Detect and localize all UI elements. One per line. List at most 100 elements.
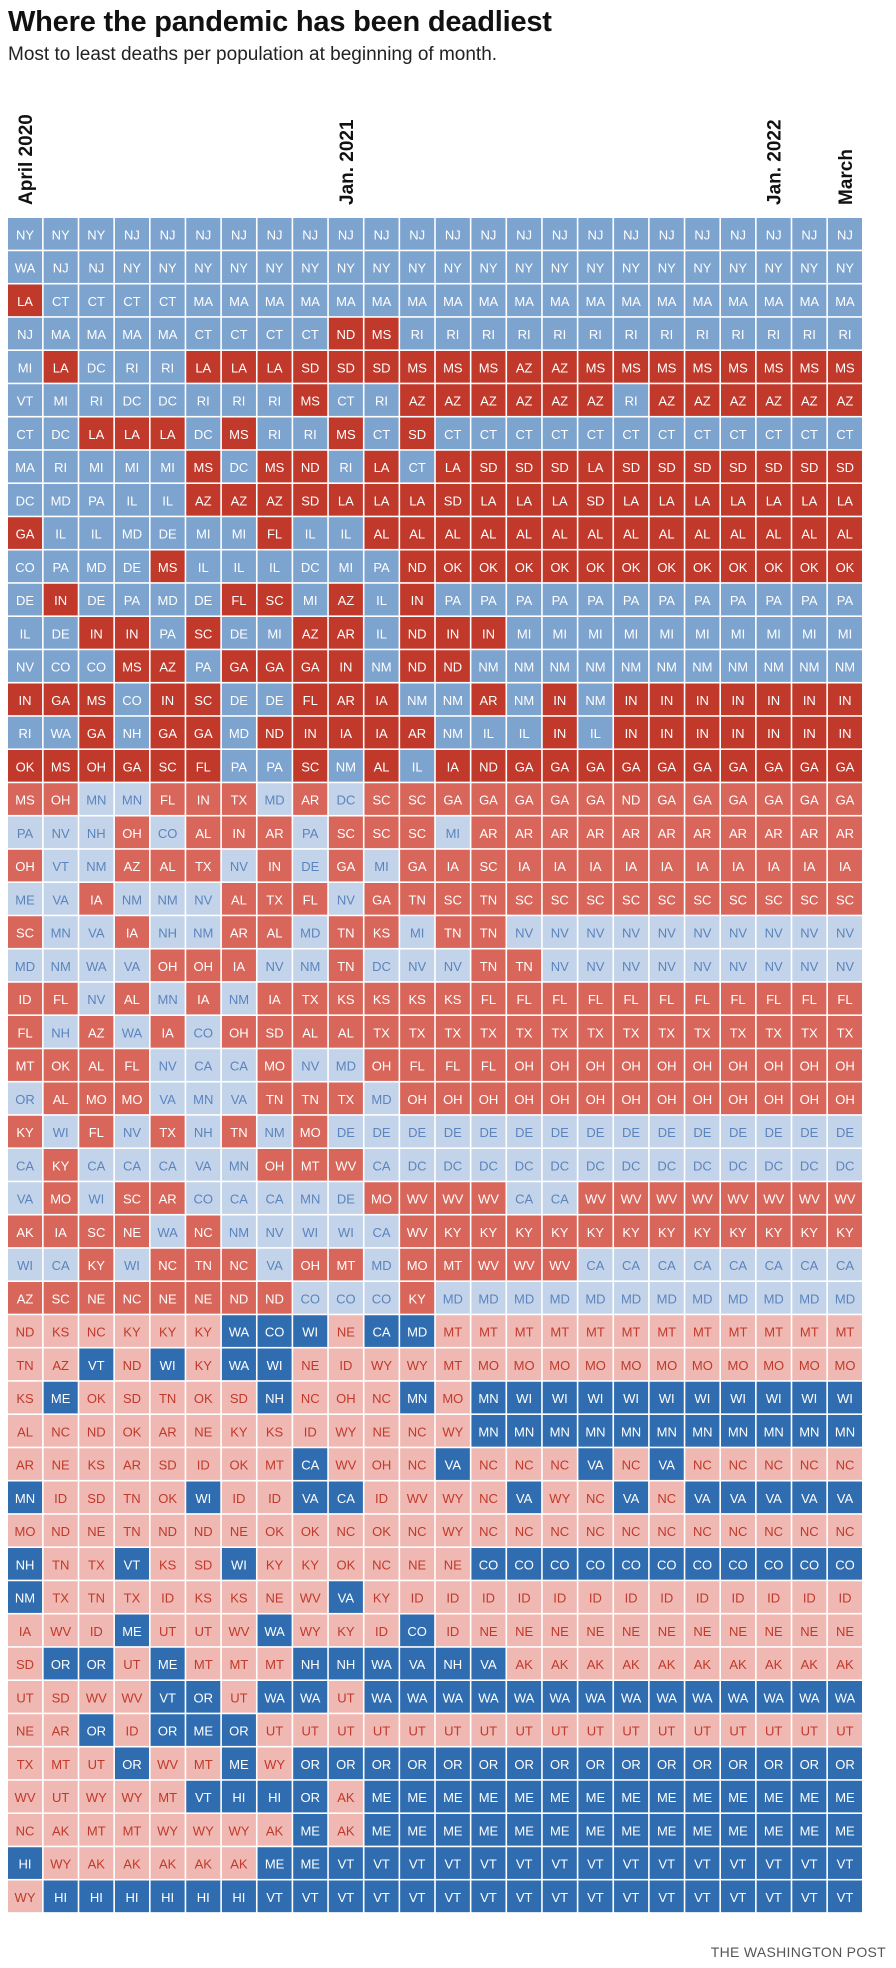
heatmap-cell-label: SD xyxy=(444,493,462,508)
heatmap-cell xyxy=(186,1248,221,1281)
heatmap-cell-label: WA xyxy=(157,1225,178,1240)
heatmap-cell-label: GA xyxy=(800,793,819,808)
heatmap-cell xyxy=(328,1315,363,1347)
heatmap-cell xyxy=(43,1182,78,1214)
heatmap-cell xyxy=(8,982,43,1015)
heatmap-cell-label: VT xyxy=(623,1857,640,1872)
heatmap-cell xyxy=(328,583,363,616)
heatmap-cell-label: CT xyxy=(587,427,604,442)
heatmap-cell-label: WI xyxy=(302,1225,318,1240)
heatmap-cell-label: VT xyxy=(730,1890,747,1905)
heatmap-cell-label: WA xyxy=(514,1690,535,1705)
heatmap-cell-label: KY xyxy=(729,1225,747,1240)
heatmap-cell xyxy=(364,750,399,782)
heatmap-cell xyxy=(150,683,185,716)
column-label: March xyxy=(836,149,857,205)
heatmap-cell xyxy=(114,1647,149,1680)
heatmap-cell xyxy=(8,1647,43,1680)
heatmap-cell xyxy=(435,1082,470,1115)
heatmap-cell-label: WI xyxy=(88,1192,104,1207)
heatmap-cell xyxy=(435,1282,470,1314)
heatmap-cell-label: NJ xyxy=(17,327,33,342)
heatmap-cell-label: MO xyxy=(514,1358,535,1373)
heatmap-cell-label: MI xyxy=(517,626,531,641)
heatmap-cell xyxy=(114,1780,149,1813)
heatmap-cell xyxy=(293,1847,328,1879)
heatmap-cell xyxy=(257,1681,292,1713)
heatmap-cell-label: AZ xyxy=(765,394,782,409)
heatmap-cell xyxy=(328,1581,363,1613)
heatmap-cell xyxy=(471,417,506,450)
heatmap-cell-label: TX xyxy=(551,1025,568,1040)
heatmap-cell-label: NM xyxy=(514,660,534,675)
heatmap-cell xyxy=(364,916,399,948)
heatmap-cell-label: DC xyxy=(657,1158,676,1173)
heatmap-cell-label: NE xyxy=(194,1424,212,1439)
heatmap-cell xyxy=(79,1880,114,1913)
heatmap-cell-label: WA xyxy=(799,1690,820,1705)
heatmap-cell xyxy=(150,1880,185,1913)
heatmap-cell-label: SD xyxy=(622,460,640,475)
heatmap-cell-label: NC xyxy=(158,1258,177,1273)
heatmap-cell-label: MD xyxy=(336,1059,356,1074)
heatmap-cell xyxy=(328,1182,363,1214)
heatmap-cell xyxy=(150,816,185,849)
heatmap-cell-label: CA xyxy=(337,1491,355,1506)
heatmap-cell xyxy=(435,1448,470,1480)
heatmap-cell-label: NJ xyxy=(338,227,354,242)
heatmap-cell xyxy=(8,949,43,982)
heatmap-cell-label: ID xyxy=(838,1591,851,1606)
heatmap-cell xyxy=(257,1481,292,1514)
heatmap-cell xyxy=(400,317,435,350)
heatmap-cell-label: RI xyxy=(553,327,566,342)
heatmap-cell-label: WI xyxy=(195,1491,211,1506)
heatmap-cell xyxy=(150,484,185,516)
heatmap-cell-label: WY xyxy=(193,1823,214,1838)
heatmap-cell xyxy=(114,583,149,616)
heatmap-cell xyxy=(8,1581,43,1613)
heatmap-cell xyxy=(186,650,221,682)
heatmap-cell xyxy=(257,1647,292,1680)
heatmap-cell-label: WV xyxy=(585,1192,606,1207)
heatmap-cell xyxy=(8,1814,43,1846)
heatmap-cell xyxy=(293,716,328,749)
heatmap-cell-label: RI xyxy=(518,327,531,342)
heatmap-cell-label: MT xyxy=(764,1325,783,1340)
heatmap-cell-label: PA xyxy=(516,593,533,608)
heatmap-cell-label: KS xyxy=(52,1325,70,1340)
heatmap-cell-label: MS xyxy=(158,560,178,575)
heatmap-cell-label: NC xyxy=(372,1391,391,1406)
heatmap-cell xyxy=(79,384,114,416)
heatmap-cell-label: MS xyxy=(586,360,606,375)
heatmap-cell-label: WV xyxy=(335,1458,356,1473)
heatmap-cell-label: CA xyxy=(765,1258,783,1273)
heatmap-cell xyxy=(328,1082,363,1115)
heatmap-cell-label: NY xyxy=(16,227,34,242)
heatmap-cell xyxy=(114,550,149,583)
heatmap-cell xyxy=(400,883,435,915)
heatmap-cell xyxy=(79,1614,114,1647)
heatmap-cell-label: KY xyxy=(195,1325,213,1340)
heatmap-cell xyxy=(8,1847,43,1879)
heatmap-cell xyxy=(8,218,43,250)
heatmap-cell-label: GA xyxy=(657,793,676,808)
heatmap-cell-label: ME xyxy=(514,1823,534,1838)
heatmap-cell xyxy=(186,284,221,317)
heatmap-cell xyxy=(400,1780,435,1813)
heatmap-cell-label: NH xyxy=(16,1557,35,1572)
heatmap-cell-label: CO xyxy=(728,1557,748,1572)
heatmap-cell-label: IN xyxy=(232,826,245,841)
heatmap-cell xyxy=(328,1714,363,1746)
heatmap-cell xyxy=(400,550,435,583)
heatmap-cell xyxy=(364,218,399,250)
heatmap-cell xyxy=(400,1315,435,1347)
heatmap-cell-label: MN xyxy=(835,1424,855,1439)
heatmap-cell-label: AZ xyxy=(801,394,818,409)
heatmap-cell xyxy=(328,849,363,882)
heatmap-cell-label: NC xyxy=(836,1524,855,1539)
heatmap-cell-label: MI xyxy=(695,626,709,641)
heatmap-cell xyxy=(221,1016,256,1048)
heatmap-cell xyxy=(471,517,506,549)
heatmap-cell-label: SD xyxy=(586,493,604,508)
heatmap-cell-label: NV xyxy=(586,959,604,974)
